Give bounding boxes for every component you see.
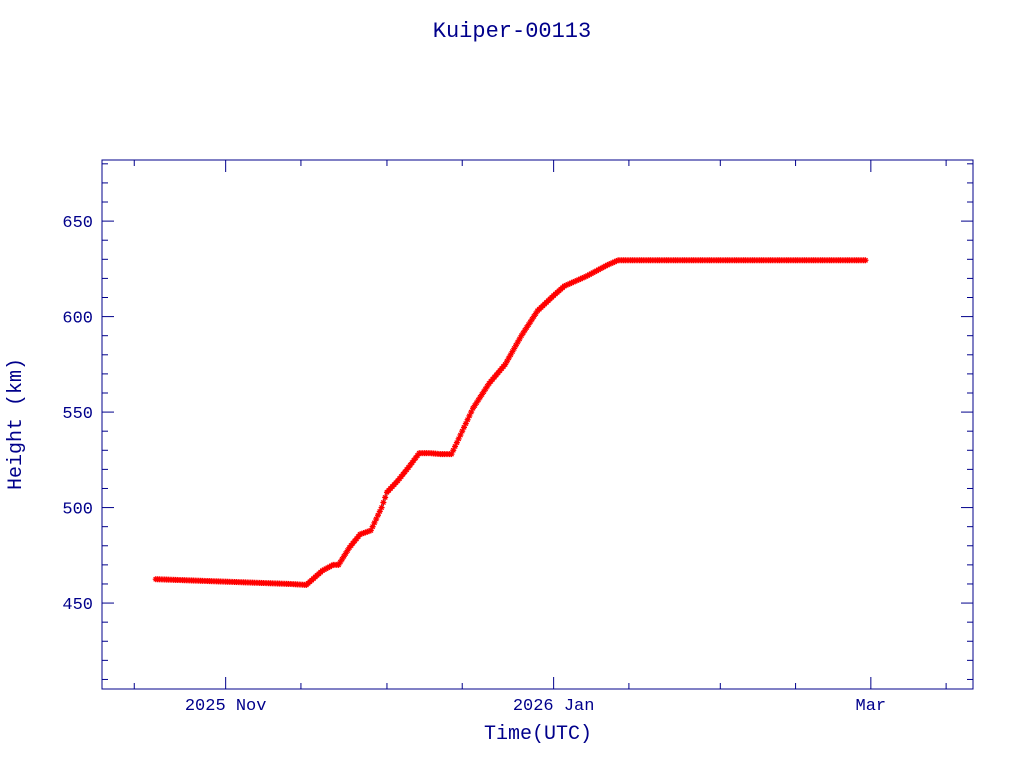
data-point xyxy=(380,499,387,506)
data-point xyxy=(862,257,869,264)
data-point xyxy=(478,391,485,398)
data-point xyxy=(453,439,460,446)
chart-title: Kuiper-00113 xyxy=(433,19,591,44)
data-point-stroke xyxy=(382,494,388,500)
data-point-stroke xyxy=(380,499,386,506)
data-point-stroke xyxy=(379,505,385,511)
x-tick-label: 2025 Nov xyxy=(185,697,267,716)
data-points-layer xyxy=(152,257,869,588)
y-tick-label: 550 xyxy=(62,405,93,424)
y-axis-label: Height (km) xyxy=(5,358,28,490)
y-tick-label: 500 xyxy=(62,501,93,520)
data-point xyxy=(378,504,385,511)
axis-ticks xyxy=(102,160,973,689)
data-point xyxy=(509,348,516,355)
data-point-stroke xyxy=(862,257,869,263)
x-tick-label: 2026 Jan xyxy=(513,697,595,716)
trend-line xyxy=(155,259,866,586)
x-tick-label: Mar xyxy=(856,697,887,716)
plot-frame xyxy=(101,159,974,690)
trend-line-layer xyxy=(155,259,866,586)
tick-labels: 450 500 550 600 650 2025 Nov 2026 Jan Mar xyxy=(62,214,886,716)
data-point xyxy=(382,494,389,501)
y-tick-label: 450 xyxy=(62,596,93,615)
y-tick-label: 600 xyxy=(62,310,93,329)
x-axis-label: Time(UTC) xyxy=(484,723,592,746)
y-tick-label: 650 xyxy=(62,214,93,233)
